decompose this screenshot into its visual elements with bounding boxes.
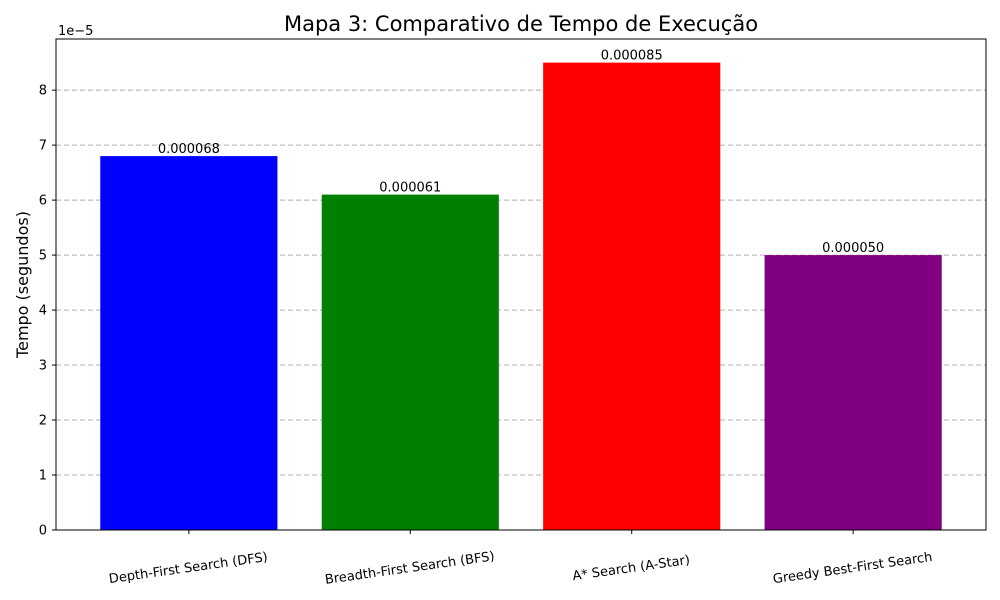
bar xyxy=(321,194,499,530)
y-tick-label: 1 xyxy=(39,469,47,484)
bar xyxy=(543,62,721,531)
data-label-layer: 0.000068 0.000061 0.000085 0.000050 xyxy=(158,49,884,256)
chart-title: Mapa 3: Comparativo de Tempo de Execução xyxy=(284,12,758,36)
y-tick-label: 4 xyxy=(39,304,47,319)
y-tick-label: 0 xyxy=(39,524,47,539)
y-tick-label: 3 xyxy=(39,359,47,374)
y-tick-label: 8 xyxy=(39,84,47,99)
y-tick-label: 2 xyxy=(39,414,47,429)
x-tick-label: Depth-First Search (DFS) xyxy=(108,550,269,587)
x-tick-label: Greedy Best-First Search xyxy=(772,550,933,587)
data-label: 0.000050 xyxy=(822,241,884,256)
y-tick-label: 6 xyxy=(39,194,47,209)
x-axis: Depth-First Search (DFS) Breadth-First Se… xyxy=(108,530,933,588)
y-tick-label: 7 xyxy=(39,139,47,154)
data-label: 0.000061 xyxy=(379,181,441,196)
y-axis: 0 1 2 3 4 5 6 7 8 xyxy=(39,84,56,539)
bar-layer xyxy=(100,62,942,531)
bar xyxy=(764,255,942,530)
bar xyxy=(100,156,278,530)
data-label: 0.000085 xyxy=(601,49,663,64)
plot-frame xyxy=(55,38,987,531)
x-tick-label: Breadth-First Search (BFS) xyxy=(324,549,496,588)
y-axis-label: Tempo (segundos) xyxy=(13,211,32,359)
y-tick-label: 5 xyxy=(39,249,47,264)
x-tick-label: A* Search (A-Star) xyxy=(572,553,691,584)
data-label: 0.000068 xyxy=(158,142,220,157)
y-axis-offset-label: 1e−5 xyxy=(58,24,93,39)
